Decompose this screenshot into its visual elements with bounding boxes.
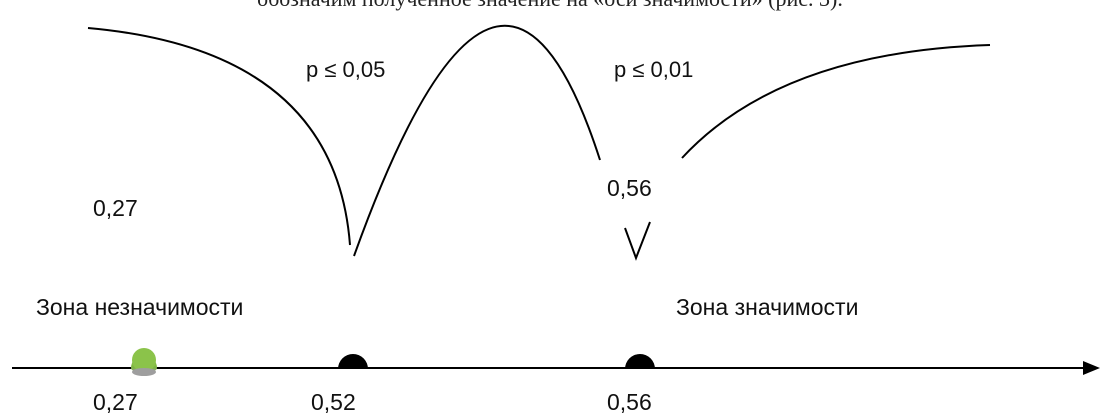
right-arc xyxy=(681,44,991,159)
axis-arrowhead xyxy=(1083,361,1100,375)
zone-insignificance-label: Зона незначимости xyxy=(36,294,244,320)
critical-point-0-56 xyxy=(625,354,655,369)
left-arc xyxy=(87,27,351,246)
middle-bell xyxy=(353,24,601,257)
v-marker xyxy=(624,221,651,261)
zone-significance-label: Зона значимости xyxy=(676,294,859,320)
axis-tick-label: 0,52 xyxy=(311,389,356,415)
empirical-point-highlight xyxy=(132,348,156,372)
label-p-0-05: p ≤ 0,05 xyxy=(306,57,386,82)
label-p-0-01: p ≤ 0,01 xyxy=(614,57,694,82)
header-text-fragment: обозначим полученное значение на «оси зн… xyxy=(0,0,1100,12)
axis-tick-label: 0,56 xyxy=(607,389,652,415)
empirical-point-shadow xyxy=(132,368,156,376)
callout-critical-value: 0,56 xyxy=(607,175,652,201)
axis-tick-label: 0,27 xyxy=(93,389,138,415)
callout-empirical-value: 0,27 xyxy=(93,195,138,221)
critical-point-0-52 xyxy=(338,354,368,369)
